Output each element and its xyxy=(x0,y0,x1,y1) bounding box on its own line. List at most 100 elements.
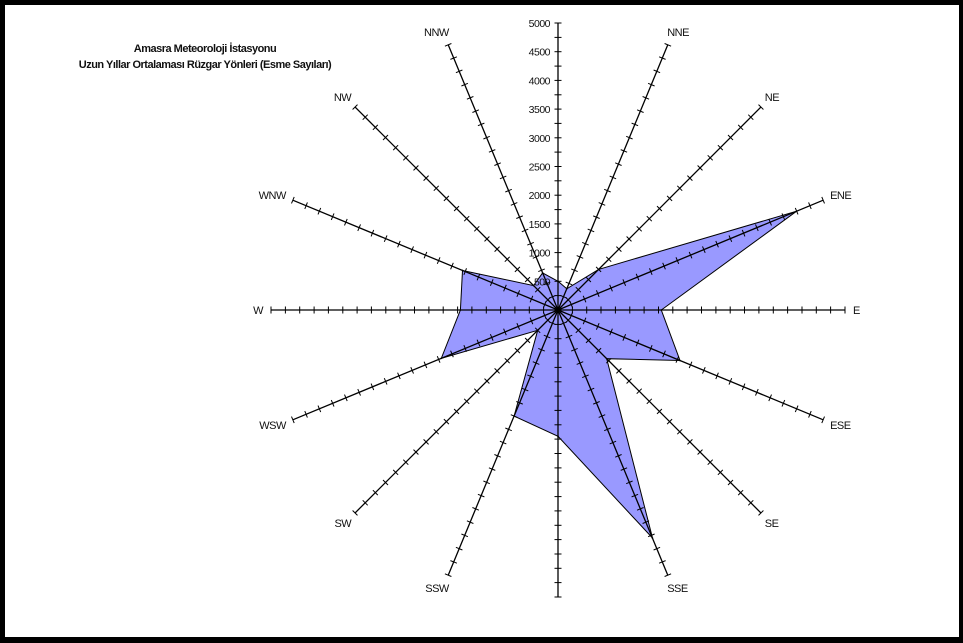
axis-tick xyxy=(702,246,706,253)
axis-tick xyxy=(626,135,633,140)
axis-tick xyxy=(587,228,595,233)
axis-tick xyxy=(620,149,628,153)
axis-tick xyxy=(504,256,511,263)
axis-tick xyxy=(595,347,602,354)
axis-tick xyxy=(636,109,644,113)
axis-tick xyxy=(397,240,401,248)
axis-tick xyxy=(755,224,759,232)
axis-tick xyxy=(571,268,578,273)
axis-tick xyxy=(527,241,534,246)
axis-tick xyxy=(494,162,501,166)
axis-tick xyxy=(808,410,812,418)
axis-tick xyxy=(605,256,612,263)
axis-tick xyxy=(505,427,512,432)
axis-tick xyxy=(741,229,746,237)
axis-tick xyxy=(636,507,644,511)
axis-tick xyxy=(304,202,308,210)
axis-tick xyxy=(794,207,799,215)
axis-tick xyxy=(781,399,786,407)
axis-tick xyxy=(737,124,744,131)
axis-tick xyxy=(758,510,764,516)
radial-tick-label: 3500 xyxy=(529,104,551,116)
axis-tick xyxy=(503,328,507,336)
axis-tick xyxy=(436,356,441,363)
axis-tick xyxy=(397,372,401,380)
axis-tick xyxy=(646,215,653,222)
axis-tick xyxy=(675,356,680,363)
axis-tick xyxy=(466,96,474,100)
axis-tick xyxy=(715,372,719,380)
axis-tick xyxy=(524,276,531,283)
axis-tick xyxy=(476,273,481,281)
axis-tick xyxy=(330,399,335,407)
axis-tick xyxy=(565,281,573,286)
axis-tick xyxy=(631,122,639,127)
axis-tick xyxy=(372,489,379,496)
axis-tick xyxy=(436,257,441,264)
axis-tick xyxy=(653,69,661,74)
axis-tick xyxy=(477,122,485,127)
direction-label-ne: NE xyxy=(765,92,779,104)
axis-tick xyxy=(642,520,650,524)
axis-tick xyxy=(463,215,470,222)
axis-tick xyxy=(472,507,480,511)
axis-tick xyxy=(543,334,551,339)
axis-tick xyxy=(794,405,799,413)
axis-tick xyxy=(582,295,587,303)
radial-tick-label: 2000 xyxy=(529,190,551,202)
axis-tick xyxy=(362,499,369,506)
direction-label-sse: SSE xyxy=(667,583,688,595)
axis-tick xyxy=(575,327,582,334)
axis-tick xyxy=(494,246,500,252)
direction-label-se: SE xyxy=(765,518,779,530)
axis-tick xyxy=(514,347,521,354)
axis-tick xyxy=(653,546,661,551)
axis-tick xyxy=(571,347,578,352)
axis-tick xyxy=(291,196,295,204)
direction-label-nw: NW xyxy=(334,92,352,104)
axis-tick xyxy=(372,124,379,131)
axis-tick xyxy=(598,202,606,206)
axis-tick xyxy=(392,469,399,476)
axis-tick xyxy=(649,268,653,275)
axis-tick xyxy=(688,251,693,259)
axis-tick xyxy=(715,240,719,248)
axis-tick xyxy=(352,510,358,516)
axis-tick xyxy=(605,357,612,364)
axis-tick xyxy=(461,533,469,538)
axis-tick xyxy=(499,175,507,180)
axis-tick xyxy=(357,388,361,396)
axis-tick xyxy=(357,224,361,232)
direction-label-sw: SW xyxy=(334,518,352,530)
axis-tick xyxy=(410,246,414,253)
axis-tick xyxy=(676,185,683,192)
axis-tick xyxy=(444,573,452,577)
radial-tick-label: 1000 xyxy=(529,248,551,260)
axis-tick xyxy=(476,339,481,347)
axis-tick xyxy=(635,339,640,347)
axis-tick xyxy=(656,408,663,415)
axis-tick xyxy=(330,213,335,221)
axis-tick xyxy=(489,334,494,341)
axis-tick xyxy=(352,104,358,110)
axis-tick xyxy=(473,225,480,232)
axis-tick xyxy=(821,196,825,204)
axis-tick xyxy=(676,428,683,435)
axis-tick xyxy=(463,345,467,352)
axis-tick xyxy=(503,284,507,292)
axis-tick xyxy=(609,328,613,336)
axis-tick xyxy=(747,114,754,121)
axis-tick xyxy=(383,378,388,385)
axis-tick xyxy=(370,383,375,391)
axis-tick xyxy=(697,165,703,171)
axis-tick xyxy=(647,533,655,538)
axis-tick xyxy=(484,236,490,242)
axis-tick xyxy=(413,165,419,171)
axis-tick xyxy=(477,493,485,498)
axis-tick xyxy=(626,480,633,485)
axis-tick xyxy=(616,246,622,252)
chart-frame: Amasra Meteoroloji İstasyonu Uzun Yıllar… xyxy=(5,5,959,637)
axis-tick xyxy=(575,286,582,293)
axis-tick xyxy=(707,154,714,161)
axis-tick xyxy=(616,368,622,374)
